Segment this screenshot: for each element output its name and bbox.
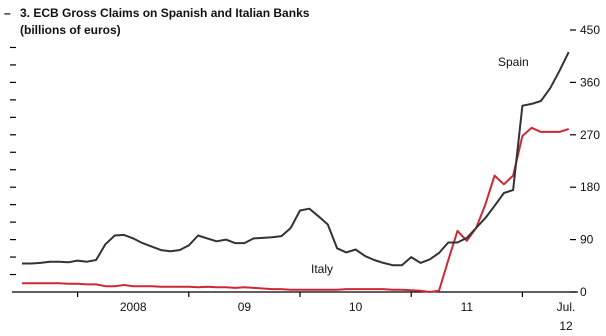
- x-tick-label: 10: [349, 300, 363, 314]
- chart-subtitle: (billions of euros): [20, 23, 121, 37]
- left-axis-ticks: [10, 46, 16, 276]
- y-tick-label: 450: [580, 23, 600, 37]
- series-line-italy: [22, 126, 570, 293]
- x-tick-label: Jul.: [557, 300, 576, 314]
- y-tick-label: 270: [580, 128, 600, 142]
- y-tick-label: 90: [580, 233, 594, 247]
- right-axis: 0 90 180 270 360 450: [570, 23, 600, 299]
- x-tick-label: 2008: [120, 300, 147, 314]
- chart-title: 3. ECB Gross Claims on Spanish and Itali…: [20, 6, 310, 20]
- x-tick-label: 09: [238, 300, 252, 314]
- series-label-spain: Spain: [498, 55, 529, 69]
- y-tick-label: 360: [580, 75, 600, 89]
- x-tick-label: 11: [461, 300, 474, 314]
- x-axis-labels: 2008 09 10 11 Jul. 12: [76, 292, 576, 333]
- series-lines: [22, 51, 570, 293]
- chart-title-dash: –: [4, 6, 11, 20]
- x-tick-label: 12: [559, 319, 573, 333]
- series-line-spain: [22, 51, 570, 267]
- y-tick-label: 0: [580, 285, 587, 299]
- series-label-italy: Italy: [311, 262, 333, 276]
- y-tick-label: 180: [580, 180, 600, 194]
